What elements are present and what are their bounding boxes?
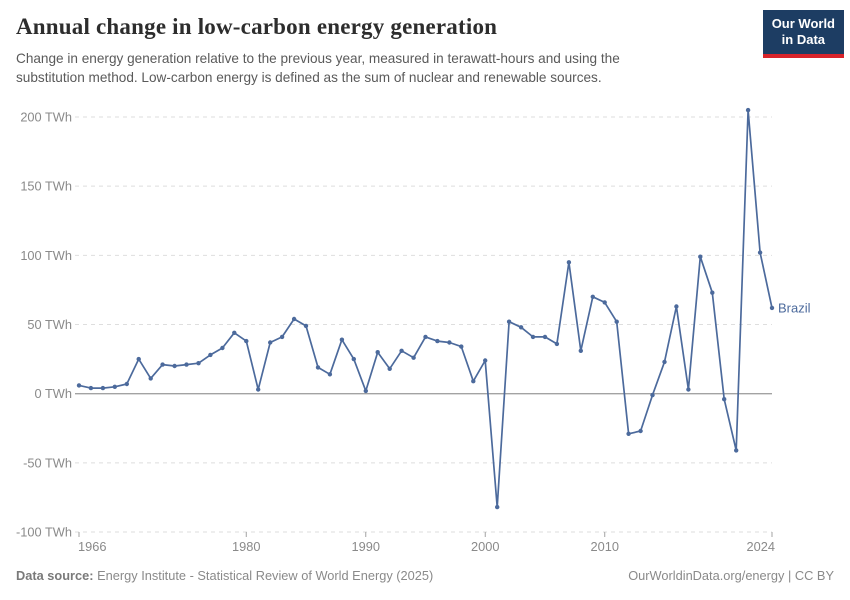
data-point[interactable] <box>279 334 285 340</box>
data-point[interactable] <box>638 428 643 434</box>
data-point[interactable] <box>506 319 512 324</box>
data-point[interactable] <box>459 344 464 349</box>
data-point[interactable] <box>256 387 261 392</box>
chart-title: Annual change in low-carbon energy gener… <box>16 14 498 39</box>
x-axis-label: 2000 <box>471 539 499 554</box>
data-point[interactable] <box>435 338 440 344</box>
y-axis-label: -100 TWh <box>16 525 72 540</box>
data-point[interactable] <box>578 348 583 353</box>
data-point[interactable] <box>447 340 452 345</box>
data-point[interactable] <box>698 254 703 259</box>
data-point[interactable] <box>590 294 595 299</box>
x-axis-label: 1966 <box>78 539 106 554</box>
data-point[interactable] <box>112 384 118 389</box>
data-point[interactable] <box>686 387 691 392</box>
data-point[interactable] <box>542 334 548 340</box>
owid-logo-line-2: in Data <box>781 32 826 48</box>
data-point[interactable] <box>244 338 249 344</box>
data-point[interactable] <box>757 250 763 255</box>
owid-logo-line-1: Our World <box>771 16 835 31</box>
data-source-line: Data source: Energy Institute - Statisti… <box>16 568 433 583</box>
chart-subtitle: Change in energy generation relative to … <box>16 51 620 86</box>
data-point[interactable] <box>184 362 189 367</box>
y-axis-label: -50 TWh <box>23 455 72 470</box>
data-point[interactable] <box>375 350 380 355</box>
data-point[interactable] <box>387 366 392 371</box>
x-axis-label: 1980 <box>232 539 260 554</box>
data-point[interactable] <box>483 358 488 363</box>
data-point[interactable] <box>196 361 201 366</box>
header: Annual change in low-carbon energy gener… <box>16 14 834 88</box>
data-point[interactable] <box>160 362 165 367</box>
data-line <box>78 109 773 508</box>
data-point[interactable] <box>734 448 739 453</box>
data-point[interactable] <box>722 397 727 402</box>
data-point[interactable] <box>268 340 273 345</box>
data-point[interactable] <box>626 431 631 436</box>
footer: Data source: Energy Institute - Statisti… <box>16 568 834 583</box>
footer-link[interactable]: OurWorldinData.org/energy | CC BY <box>628 568 834 583</box>
data-point[interactable] <box>530 334 536 340</box>
y-axis-label: 150 TWh <box>20 179 72 194</box>
data-point[interactable] <box>495 504 500 510</box>
data-point[interactable] <box>614 319 619 324</box>
data-point[interactable] <box>351 356 356 362</box>
data-point[interactable] <box>303 323 309 329</box>
y-axis-label: 100 TWh <box>20 248 72 263</box>
data-point[interactable] <box>674 304 679 309</box>
data-point[interactable] <box>172 363 177 369</box>
data-point[interactable] <box>327 372 333 377</box>
data-point[interactable] <box>710 290 715 295</box>
data-source-label: Data source: <box>16 568 94 583</box>
data-point[interactable] <box>662 359 667 365</box>
data-point[interactable] <box>291 316 297 322</box>
data-point[interactable] <box>650 392 655 398</box>
data-point[interactable] <box>363 388 368 394</box>
x-axis-label: 1990 <box>352 539 380 554</box>
data-point[interactable] <box>745 107 751 113</box>
data-point[interactable] <box>554 341 560 347</box>
y-axis-label: 200 TWh <box>20 110 72 125</box>
data-point[interactable] <box>136 356 141 362</box>
y-axis-label: 0 TWh <box>35 386 72 401</box>
data-source-text[interactable]: Energy Institute - Statistical Review of… <box>97 568 434 583</box>
data-point[interactable] <box>124 381 129 387</box>
data-point[interactable] <box>208 352 213 358</box>
x-axis-label: 2010 <box>590 539 618 554</box>
data-point[interactable] <box>769 305 775 311</box>
data-point[interactable] <box>566 260 572 265</box>
data-point[interactable] <box>423 334 428 340</box>
owid-logo[interactable]: Our World in Data <box>762 10 844 58</box>
data-point[interactable] <box>315 365 321 370</box>
data-point[interactable] <box>76 383 82 388</box>
entity-label-brazil: Brazil <box>778 300 811 315</box>
y-axis-label: 50 TWh <box>27 317 72 332</box>
data-point[interactable] <box>602 300 607 305</box>
data-point[interactable] <box>339 337 345 342</box>
data-point[interactable] <box>471 379 476 384</box>
x-axis-label: 2024 <box>747 539 775 554</box>
data-point[interactable] <box>100 385 106 391</box>
data-point[interactable] <box>399 348 404 353</box>
data-point[interactable] <box>148 376 153 381</box>
data-point[interactable] <box>220 345 225 351</box>
data-point[interactable] <box>88 385 94 391</box>
data-point[interactable] <box>518 325 524 330</box>
data-point[interactable] <box>232 330 237 335</box>
data-point[interactable] <box>411 355 416 360</box>
